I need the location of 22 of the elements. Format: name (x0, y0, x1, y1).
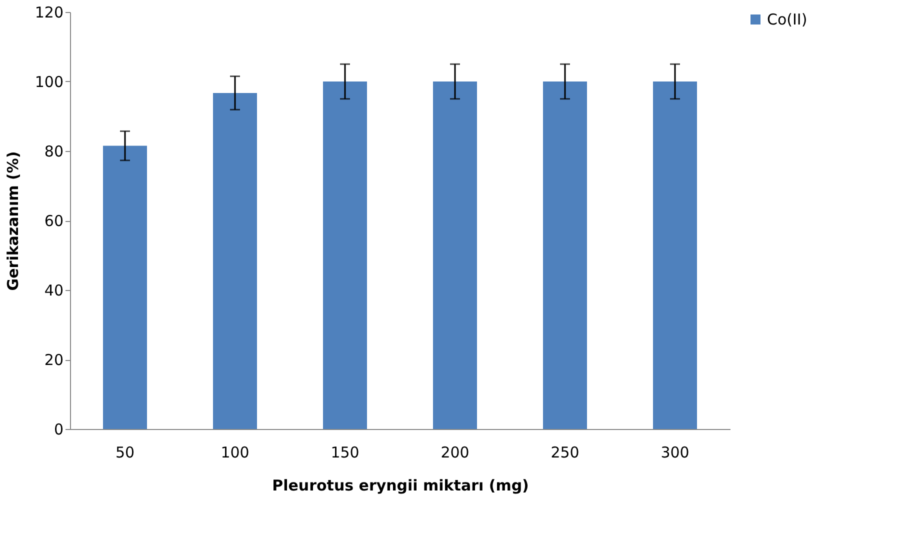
y-tick-label: 80 (44, 142, 64, 160)
x-tick-label: 150 (330, 444, 360, 462)
x-tick-label: 300 (660, 444, 690, 462)
x-tick-label: 50 (115, 444, 135, 462)
bar (213, 92, 257, 429)
y-tick-label: 120 (34, 4, 64, 22)
y-axis-title: Gerikazanım (%) (4, 151, 22, 291)
bar (103, 146, 147, 429)
x-tick-label: 250 (550, 444, 580, 462)
bar (433, 82, 477, 429)
y-tick-label: 20 (44, 351, 64, 369)
y-tick-label: 0 (54, 420, 64, 438)
x-tick-label: 200 (440, 444, 470, 462)
bar (323, 82, 367, 429)
y-tick-label: 60 (44, 212, 64, 230)
bar (543, 82, 587, 429)
legend-label: Co(II) (767, 10, 808, 28)
y-tick-label: 100 (34, 73, 64, 91)
x-tick-label: 100 (220, 444, 250, 462)
x-axis-title: Pleurotus eryngii miktarı (mg) (272, 476, 529, 494)
y-tick-label: 40 (44, 282, 64, 300)
bar (653, 82, 697, 429)
